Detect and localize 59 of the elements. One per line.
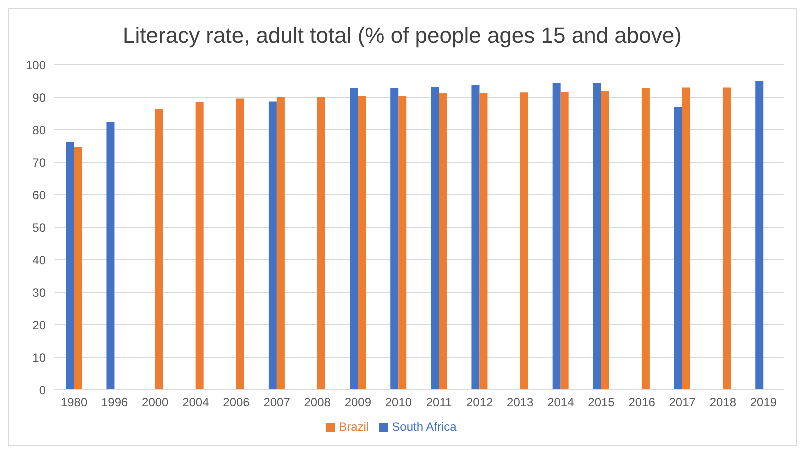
y-tick-label: 90 xyxy=(32,90,46,105)
bar xyxy=(390,88,399,390)
x-tick-label: 1980 xyxy=(60,396,88,410)
x-tick-label: 2010 xyxy=(385,396,412,410)
bar xyxy=(642,88,650,390)
x-tick-label: 2016 xyxy=(628,396,656,410)
bar xyxy=(472,85,480,390)
y-tick-label: 10 xyxy=(32,350,46,365)
bar xyxy=(398,96,407,390)
y-tick-label: 20 xyxy=(32,318,46,332)
bar xyxy=(155,109,164,390)
x-tick-label: 2006 xyxy=(223,396,250,410)
bar xyxy=(439,92,448,390)
y-tick-label: 0 xyxy=(39,383,46,398)
bar xyxy=(276,98,285,390)
bar xyxy=(723,88,732,390)
bar xyxy=(601,91,610,390)
x-tick-label: 1996 xyxy=(101,396,129,410)
x-tick-label: 2008 xyxy=(304,396,332,410)
x-tick-label: 2018 xyxy=(710,396,737,410)
bar xyxy=(66,142,74,390)
bar xyxy=(74,148,82,390)
y-tick-label: 40 xyxy=(32,253,46,268)
bar xyxy=(552,84,561,390)
x-tick-label: 2013 xyxy=(507,396,534,410)
x-tick-label: 2012 xyxy=(466,396,494,410)
y-tick-label: 50 xyxy=(32,220,46,235)
x-tick-label: 2011 xyxy=(426,396,452,410)
x-tick-label: 2017 xyxy=(669,396,696,410)
bar xyxy=(682,88,690,390)
x-tick-label: 2000 xyxy=(142,396,170,410)
bar xyxy=(196,102,204,390)
bar xyxy=(350,88,358,390)
x-tick-label: 2015 xyxy=(588,396,616,410)
bar xyxy=(520,92,528,390)
bar xyxy=(560,92,569,390)
bar xyxy=(431,87,440,390)
x-tick-label: 2009 xyxy=(344,396,372,410)
y-tick-label: 70 xyxy=(32,156,46,170)
bar xyxy=(358,96,366,390)
bar xyxy=(236,98,244,390)
x-tick-label: 2019 xyxy=(750,396,778,410)
bar xyxy=(106,122,115,390)
x-tick-label: 2007 xyxy=(264,396,291,410)
bar xyxy=(318,98,326,390)
bar xyxy=(480,93,488,390)
y-tick-label: 80 xyxy=(32,123,46,138)
bar xyxy=(268,102,277,390)
legend-label: Brazil xyxy=(339,420,370,434)
bar xyxy=(593,84,602,390)
y-tick-label: 30 xyxy=(32,286,46,300)
y-tick-label: 60 xyxy=(32,188,46,202)
y-tick-label: 100 xyxy=(26,58,46,72)
chart-title: Literacy rate, adult total (% of people ages 15 and above) xyxy=(122,23,683,50)
bar xyxy=(674,107,682,390)
x-tick-label: 2014 xyxy=(548,396,575,410)
bar xyxy=(756,81,764,390)
x-tick-label: 2004 xyxy=(182,396,210,410)
legend-label: South Africa xyxy=(392,420,457,434)
